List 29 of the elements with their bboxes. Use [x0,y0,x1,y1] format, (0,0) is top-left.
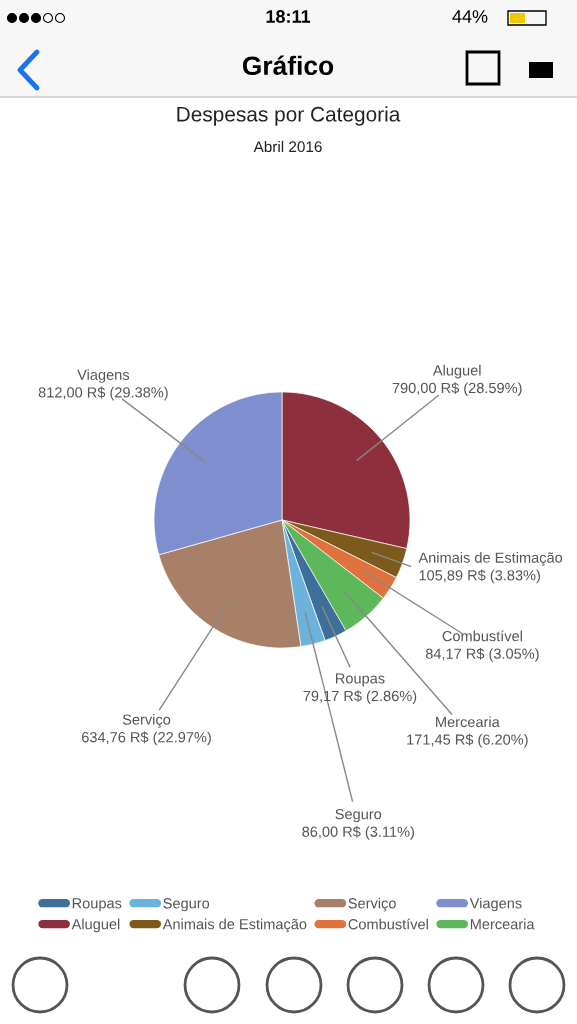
data-label: 105,89 R$ (3.83%) [419,569,540,584]
slice-label: Mercearia [436,716,500,728]
text: 18:11 [266,10,311,23]
data-label: 790,00 R$ (28.59%) [392,382,522,397]
legend-label: Viagens [469,897,522,912]
data-label: 634,76 R$ (22.97%) [82,731,211,746]
legend-label: Animais de Estimação [162,918,307,933]
slice-label: Serviço [122,714,171,728]
legend-label: Combustível [348,918,428,930]
chart-subtitle: Abril 2016 [253,140,322,153]
slice-label: Aluguel [432,364,481,379]
data-label: 171,45 R$ (6.20%) [407,733,528,748]
legend-label: Seguro [163,898,210,912]
data-label: 86,00 R$ (3.11%) [302,825,414,840]
slice-label: Combustível [442,630,522,642]
legend-label: Serviço [348,897,396,912]
legend-label: Mercearia [470,918,535,930]
data-label: 812,00 R$ (29.38%) [38,386,168,401]
text: 44% [452,10,488,23]
data-label: 84,17 R$ (3.05%) [425,647,539,662]
chart-title: Despesas por Categoria [177,106,401,126]
slice-label: Roupas [336,673,385,687]
slice-label: Animais de Estimação [418,552,563,566]
slice-label: Seguro [335,808,382,823]
text: Gráfico [242,55,334,76]
data-label: 79,17 R$ (2.86%) [303,690,417,705]
slice-label: Viagens [77,369,130,383]
legend-label: Aluguel [71,918,120,933]
legend-label: Roupas [72,898,122,912]
